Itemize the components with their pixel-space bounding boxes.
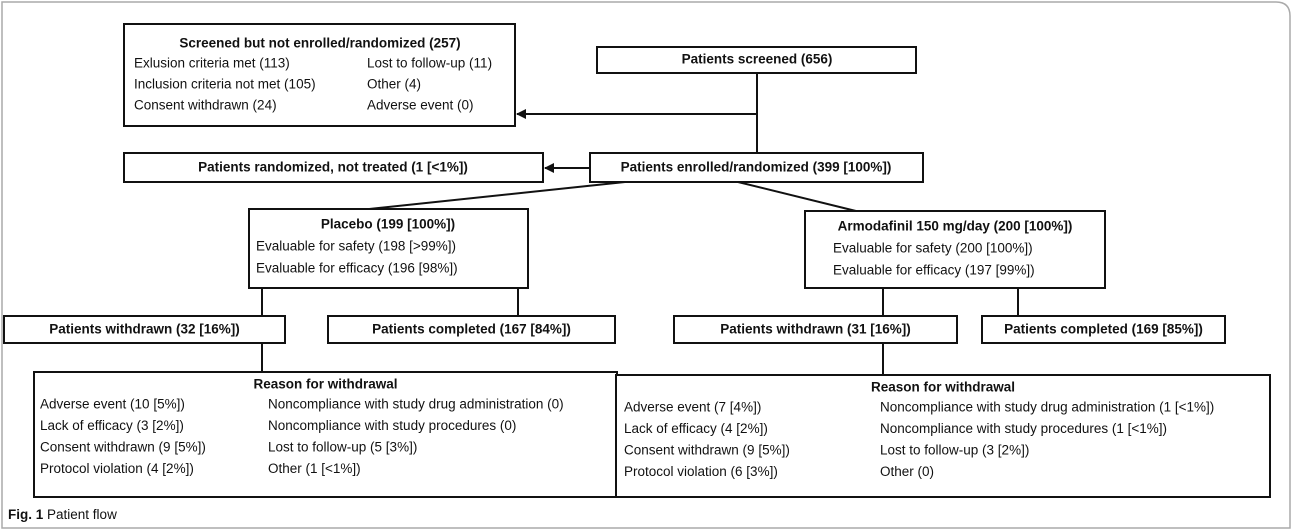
withdrawal-box [615, 374, 1271, 498]
screened-out-item: Inclusion criteria not met (105) [134, 77, 316, 92]
screened-out-item: Adverse event (0) [367, 98, 474, 113]
withdrawal-reason: Protocol violation (4 [2%]) [40, 461, 194, 476]
completed-label: Patients completed (167 [84%]) [372, 322, 571, 337]
not-treated-box [123, 152, 544, 183]
completed-box [981, 315, 1226, 344]
withdrawn-box [673, 315, 958, 344]
not-treated-label: Patients randomized, not treated (1 [<1%… [198, 160, 468, 175]
screened-out-item: Consent withdrawn (24) [134, 98, 277, 113]
withdrawal-reason: Noncompliance with study procedures (0) [268, 418, 516, 433]
screened-out-item: Other (4) [367, 77, 421, 92]
withdrawn-label: Patients withdrawn (31 [16%]) [720, 322, 911, 337]
screened-label: Patients screened (656) [682, 52, 833, 67]
withdrawn-label: Patients withdrawn (32 [16%]) [49, 322, 240, 337]
withdrawal-reason: Consent withdrawn (9 [5%]) [40, 440, 206, 455]
withdrawal-reason: Lack of efficacy (4 [2%]) [624, 421, 768, 436]
withdrawal-reason: Other (1 [<1%]) [268, 461, 361, 476]
screened-out-item: Lost to follow-up (11) [367, 56, 492, 71]
completed-box [327, 315, 616, 344]
withdrawal-reason: Consent withdrawn (9 [5%]) [624, 443, 790, 458]
completed-label: Patients completed (169 [85%]) [1004, 322, 1203, 337]
withdrawal-reason: Protocol violation (6 [3%]) [624, 464, 778, 479]
withdrawal-reason: Noncompliance with study procedures (1 [… [880, 421, 1167, 436]
screened-out-item: Exlusion criteria met (113) [134, 56, 290, 71]
enrolled-box [589, 152, 924, 183]
enrolled-label: Patients enrolled/randomized (399 [100%]… [621, 160, 892, 175]
withdrawal-reason: Lost to follow-up (3 [2%]) [880, 443, 1029, 458]
arm-box [248, 208, 529, 289]
screened-out-title: Screened but not enrolled/randomized (25… [179, 36, 460, 51]
withdrawal-reason: Lack of efficacy (3 [2%]) [40, 418, 184, 433]
arm-detail: Evaluable for safety (200 [100%]) [833, 241, 1033, 256]
withdrawal-title: Reason for withdrawal [253, 377, 397, 392]
arm-detail: Evaluable for safety (198 [>99%]) [256, 239, 456, 254]
screened-out-box [123, 23, 516, 127]
withdrawal-reason: Adverse event (7 [4%]) [624, 400, 761, 415]
arm-title: Armodafinil 150 mg/day (200 [100%]) [838, 219, 1073, 234]
arm-title: Placebo (199 [100%]) [321, 217, 455, 232]
caption: Fig. 1 Patient flow [8, 507, 117, 522]
connector [359, 181, 626, 211]
withdrawal-reason: Noncompliance with study drug administra… [268, 397, 564, 412]
screened-box [596, 46, 917, 74]
caption-text: Patient flow [47, 507, 117, 522]
arm-box [804, 210, 1106, 289]
arm-detail: Evaluable for efficacy (197 [99%]) [833, 263, 1035, 278]
connector [737, 181, 861, 213]
caption-label: Fig. 1 [8, 507, 44, 522]
withdrawal-title: Reason for withdrawal [871, 380, 1015, 395]
withdrawal-reason: Noncompliance with study drug administra… [880, 400, 1214, 415]
withdrawal-reason: Adverse event (10 [5%]) [40, 397, 185, 412]
arm-detail: Evaluable for efficacy (196 [98%]) [256, 261, 458, 276]
withdrawal-reason: Lost to follow-up (5 [3%]) [268, 440, 417, 455]
withdrawal-box [33, 371, 618, 498]
withdrawal-reason: Other (0) [880, 464, 934, 479]
withdrawn-box [3, 315, 286, 344]
